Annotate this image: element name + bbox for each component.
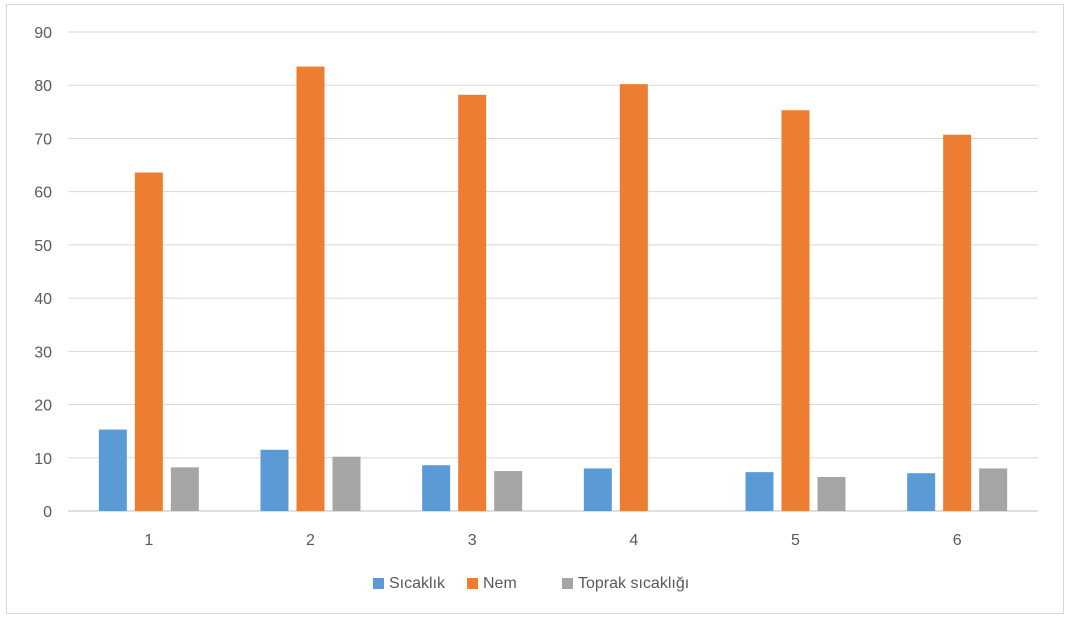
bar-series-1-cat-4 <box>583 468 612 511</box>
bar-series-2-cat-2 <box>296 66 325 511</box>
y-tick-label: 20 <box>34 398 52 415</box>
y-tick-label: 0 <box>43 504 52 521</box>
x-tick-label: 2 <box>306 532 315 549</box>
legend: Sıcaklık Nem Toprak sıcaklığı <box>373 575 689 592</box>
y-tick-label: 40 <box>34 291 52 308</box>
y-tick-label: 10 <box>34 451 52 468</box>
x-tick-label: 5 <box>791 532 800 549</box>
bar-series-2-cat-1 <box>134 172 163 512</box>
x-tick-label: 6 <box>953 532 962 549</box>
bar-series-3-cat-5 <box>817 476 846 511</box>
x-axis: 1 2 3 4 5 6 <box>68 510 1038 549</box>
bar-series-3-cat-6 <box>979 468 1008 511</box>
y-tick-label: 50 <box>34 238 52 255</box>
bar-series-2-cat-6 <box>943 134 972 512</box>
bar-series-2-cat-4 <box>619 84 648 511</box>
bar-series-1-cat-2 <box>260 449 289 511</box>
bar-series-2-cat-5 <box>781 110 810 511</box>
bar-series-1-cat-3 <box>422 465 451 511</box>
y-tick-label: 60 <box>34 185 52 202</box>
bar-series-3-cat-2 <box>332 456 361 511</box>
bar-series-1-cat-1 <box>98 429 127 511</box>
bar-series-3-cat-1 <box>170 467 199 511</box>
chart-frame <box>6 4 1064 614</box>
y-tick-label: 30 <box>34 344 52 361</box>
legend-swatch <box>373 578 384 589</box>
bar-series-2-cat-3 <box>458 94 487 512</box>
x-tick-label: 4 <box>629 532 638 549</box>
bar-series-1-cat-5 <box>745 472 774 511</box>
bar-series-1-cat-6 <box>907 473 936 511</box>
x-tick-label: 3 <box>468 532 477 549</box>
y-tick-label: 70 <box>34 131 52 148</box>
legend-label: Nem <box>483 575 517 592</box>
y-tick-label: 80 <box>34 78 52 95</box>
legend-swatch <box>562 578 573 589</box>
legend-label: Sıcaklık <box>389 575 446 592</box>
legend-label: Toprak sıcaklığı <box>578 575 689 592</box>
legend-swatch <box>467 578 478 589</box>
bar-series-3-cat-3 <box>494 471 523 511</box>
gridlines <box>68 31 1038 459</box>
bars <box>98 66 1008 512</box>
x-tick-label: 1 <box>144 532 153 549</box>
y-tick-label: 90 <box>34 25 52 42</box>
y-axis: 0 10 20 30 40 50 60 70 80 90 <box>34 25 52 521</box>
